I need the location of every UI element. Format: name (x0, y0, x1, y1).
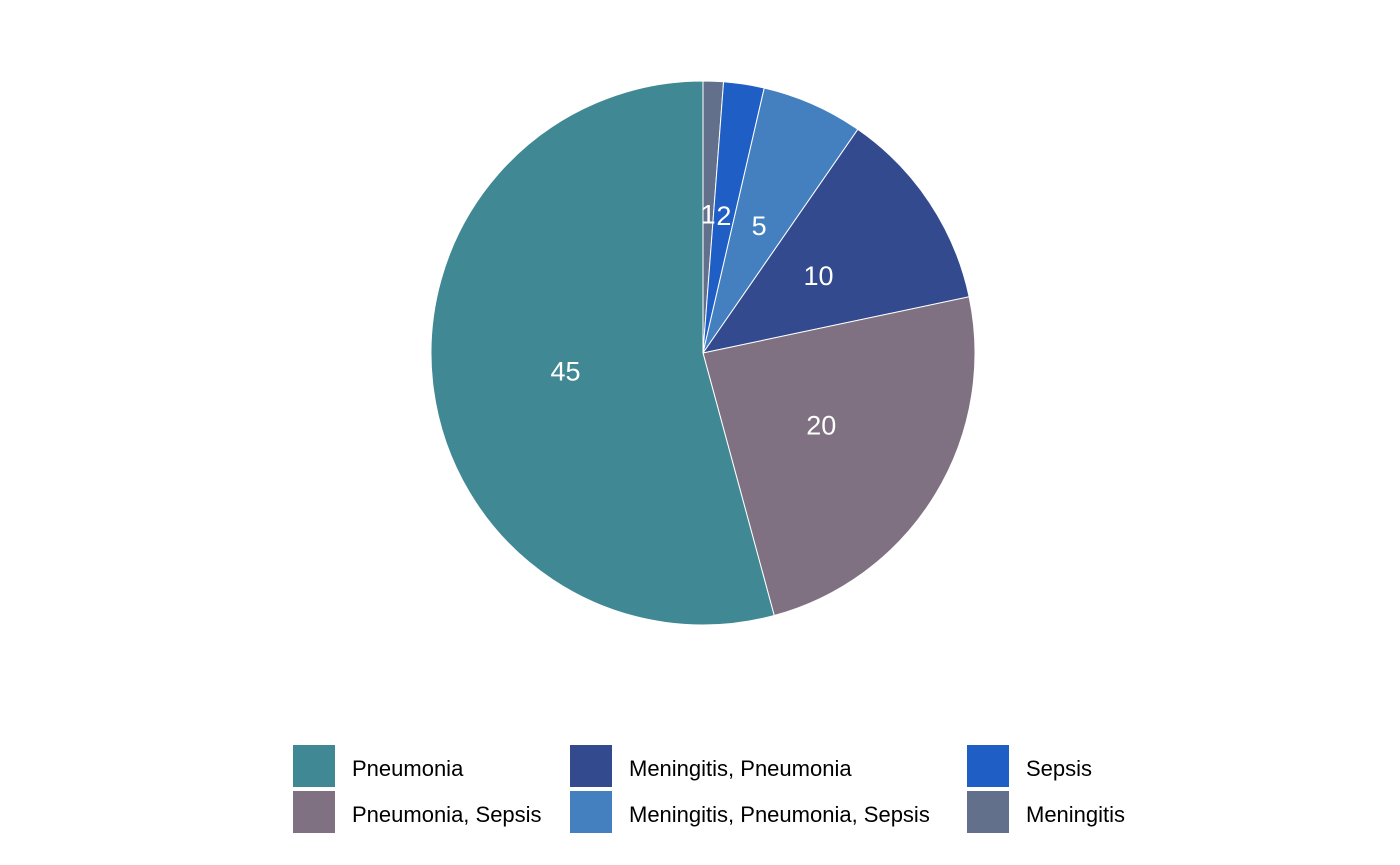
pie-slice-pneumonia (430, 80, 775, 626)
pie-data-label: 20 (806, 410, 836, 440)
legend-item: Sepsis (967, 745, 1125, 791)
pie-data-labels: 1 2 5 10 20 45 (550, 199, 836, 440)
legend: Pneumonia Meningitis, Pneumonia Sepsis Pneu… (293, 745, 1125, 837)
pie-slices (430, 80, 976, 626)
pie-data-label: 45 (550, 356, 580, 386)
legend-swatch (967, 745, 1009, 787)
legend-label: Meningitis, Pneumonia (629, 756, 852, 781)
legend-label: Sepsis (1026, 756, 1093, 781)
legend-item: Pneumonia (293, 745, 570, 791)
legend-item: Meningitis (967, 791, 1125, 837)
legend-swatch (967, 791, 1009, 833)
pie-data-label: 5 (752, 211, 767, 241)
legend-item: Meningitis, Pneumonia (570, 745, 967, 791)
pie-slice-meningitis-pneumonia (701, 128, 970, 354)
pie-data-label: 2 (716, 201, 731, 231)
legend-label: Meningitis (1026, 802, 1126, 827)
legend-item: Meningitis, Pneumonia, Sepsis (570, 791, 967, 837)
legend-label: Pneumonia (352, 756, 464, 781)
pie-data-label: 1 (701, 199, 716, 229)
pie-data-label: 10 (803, 261, 833, 291)
legend-item: Pneumonia, Sepsis (293, 791, 570, 837)
legend-swatch (570, 791, 612, 833)
pie-slice-pneumonia-sepsis (702, 296, 976, 617)
legend-swatch (570, 745, 612, 787)
legend-label: Pneumonia, Sepsis (352, 802, 542, 827)
legend-label: Meningitis, Pneumonia, Sepsis (629, 802, 930, 827)
legend-swatch (293, 745, 335, 787)
legend-swatch (293, 791, 335, 833)
